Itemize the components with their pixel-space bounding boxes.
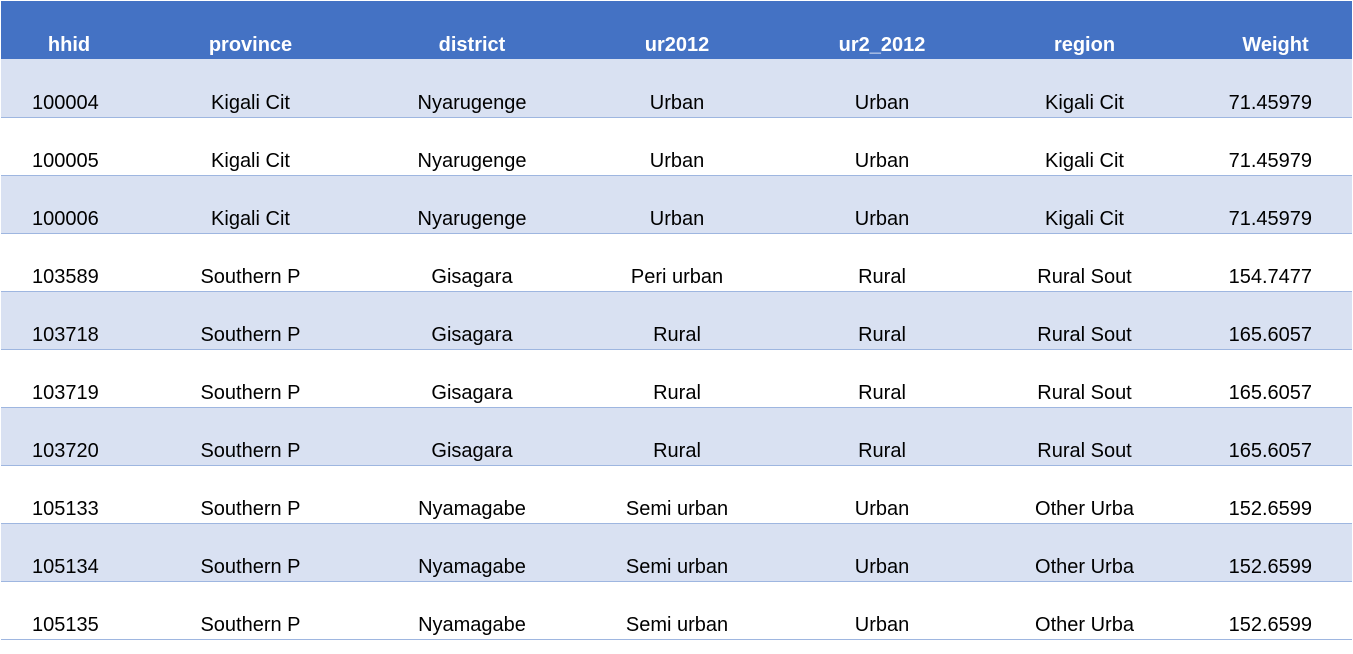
table-row[interactable]: 100004 Kigali Cit Nyarugenge Urban Urban Kiga… bbox=[1, 59, 1352, 117]
cell-region[interactable]: Rural Sout bbox=[1037, 439, 1132, 462]
cell-district[interactable]: Nyarugenge bbox=[417, 149, 527, 172]
cell-hhid[interactable]: 105135 bbox=[32, 613, 99, 636]
cell-region[interactable]: Kigali Cit bbox=[1045, 91, 1124, 114]
cell-weight[interactable]: 152.6599 bbox=[1228, 497, 1312, 520]
cell-ur2012[interactable]: Semi urban bbox=[625, 497, 729, 520]
household-data-table: hhid province district ur2012 ur2_2012 r… bbox=[1, 1, 1352, 640]
cell-ur2-2012[interactable]: Urban bbox=[854, 91, 910, 114]
cell-district[interactable]: Nyamagabe bbox=[418, 497, 526, 520]
table-row[interactable]: 103718 Southern P Gisagara Rural Rural Rural … bbox=[1, 291, 1352, 349]
table-row[interactable]: 103589 Southern P Gisagara Peri urban Rural R… bbox=[1, 233, 1352, 291]
cell-province[interactable]: Kigali Cit bbox=[211, 149, 290, 172]
cell-weight[interactable]: 152.6599 bbox=[1228, 613, 1312, 636]
cell-hhid[interactable]: 105133 bbox=[32, 497, 99, 520]
cell-ur2012[interactable]: Peri urban bbox=[630, 265, 724, 288]
cell-ur2012[interactable]: Rural bbox=[653, 381, 701, 404]
cell-province[interactable]: Southern P bbox=[200, 555, 301, 578]
cell-region[interactable]: Rural Sout bbox=[1037, 323, 1132, 346]
cell-hhid[interactable]: 105134 bbox=[32, 555, 99, 578]
column-header-district[interactable]: district bbox=[438, 34, 506, 56]
cell-ur2-2012[interactable]: Urban bbox=[854, 149, 910, 172]
cell-hhid[interactable]: 103720 bbox=[32, 439, 99, 462]
table-row[interactable]: 103720 Southern P Gisagara Rural Rural Rural … bbox=[1, 407, 1352, 465]
cell-hhid[interactable]: 103589 bbox=[32, 265, 99, 288]
cell-province[interactable]: Southern P bbox=[200, 613, 301, 636]
cell-ur2-2012[interactable]: Rural bbox=[858, 439, 906, 462]
cell-province[interactable]: Southern P bbox=[200, 323, 301, 346]
cell-weight[interactable]: 165.6057 bbox=[1228, 439, 1312, 462]
cell-ur2-2012[interactable]: Rural bbox=[858, 265, 906, 288]
cell-ur2012[interactable]: Semi urban bbox=[625, 613, 729, 636]
table-row[interactable]: 105133 Southern P Nyamagabe Semi urban Urban… bbox=[1, 465, 1352, 523]
cell-ur2012[interactable]: Rural bbox=[653, 439, 701, 462]
table-row[interactable]: 105134 Southern P Nyamagabe Semi urban Urban… bbox=[1, 523, 1352, 581]
cell-ur2012[interactable]: Rural bbox=[653, 323, 701, 346]
cell-hhid[interactable]: 100005 bbox=[32, 149, 99, 172]
cell-ur2-2012[interactable]: Urban bbox=[854, 613, 910, 636]
cell-district[interactable]: Gisagara bbox=[431, 265, 513, 288]
cell-ur2012[interactable]: Urban bbox=[649, 91, 705, 114]
table-row[interactable]: 100006 Kigali Cit Nyarugenge Urban Urban Kiga… bbox=[1, 175, 1352, 233]
cell-ur2-2012[interactable]: Rural bbox=[858, 381, 906, 404]
table-body: 100004 Kigali Cit Nyarugenge Urban Urban Kiga… bbox=[1, 59, 1352, 639]
cell-hhid[interactable]: 103718 bbox=[32, 323, 99, 346]
column-header-ur2012[interactable]: ur2012 bbox=[644, 34, 710, 56]
column-header-region[interactable]: region bbox=[1053, 34, 1116, 56]
cell-weight[interactable]: 165.6057 bbox=[1228, 323, 1312, 346]
cell-region[interactable]: Rural Sout bbox=[1037, 381, 1132, 404]
cell-region[interactable]: Other Urba bbox=[1035, 555, 1134, 578]
cell-hhid[interactable]: 100004 bbox=[32, 91, 99, 114]
cell-region[interactable]: Kigali Cit bbox=[1045, 149, 1124, 172]
column-header-hhid[interactable]: hhid bbox=[47, 34, 91, 56]
cell-hhid[interactable]: 103719 bbox=[32, 381, 99, 404]
cell-region[interactable]: Kigali Cit bbox=[1045, 207, 1124, 230]
cell-ur2-2012[interactable]: Urban bbox=[854, 497, 910, 520]
cell-region[interactable]: Other Urba bbox=[1035, 613, 1134, 636]
cell-region[interactable]: Other Urba bbox=[1035, 497, 1134, 520]
cell-weight[interactable]: 152.6599 bbox=[1228, 555, 1312, 578]
cell-district[interactable]: Nyarugenge bbox=[417, 207, 527, 230]
cell-weight[interactable]: 154.7477 bbox=[1228, 265, 1312, 288]
cell-province[interactable]: Southern P bbox=[200, 381, 301, 404]
cell-ur2012[interactable]: Urban bbox=[649, 149, 705, 172]
cell-weight[interactable]: 165.6057 bbox=[1228, 381, 1312, 404]
table-row[interactable]: 100005 Kigali Cit Nyarugenge Urban Urban Kiga… bbox=[1, 117, 1352, 175]
cell-province[interactable]: Southern P bbox=[200, 265, 301, 288]
cell-district[interactable]: Gisagara bbox=[431, 381, 513, 404]
data-table-container: hhid province district ur2012 ur2_2012 r… bbox=[1, 1, 1352, 640]
cell-province[interactable]: Kigali Cit bbox=[211, 91, 290, 114]
cell-district[interactable]: Gisagara bbox=[431, 439, 513, 462]
cell-province[interactable]: Southern P bbox=[200, 497, 301, 520]
cell-weight[interactable]: 71.45979 bbox=[1228, 149, 1312, 172]
cell-ur2012[interactable]: Urban bbox=[649, 207, 705, 230]
cell-district[interactable]: Gisagara bbox=[431, 323, 513, 346]
cell-province[interactable]: Kigali Cit bbox=[211, 207, 290, 230]
column-header-weight[interactable]: Weight bbox=[1242, 34, 1309, 56]
column-header-province[interactable]: province bbox=[208, 34, 293, 56]
cell-ur2-2012[interactable]: Urban bbox=[854, 207, 910, 230]
table-header-row: hhid province district ur2012 ur2_2012 r… bbox=[1, 1, 1352, 59]
cell-weight[interactable]: 71.45979 bbox=[1228, 207, 1312, 230]
cell-district[interactable]: Nyamagabe bbox=[418, 555, 526, 578]
cell-region[interactable]: Rural Sout bbox=[1037, 265, 1132, 288]
cell-ur2-2012[interactable]: Urban bbox=[854, 555, 910, 578]
table-row[interactable]: 103719 Southern P Gisagara Rural Rural Rural … bbox=[1, 349, 1352, 407]
cell-ur2-2012[interactable]: Rural bbox=[858, 323, 906, 346]
cell-province[interactable]: Southern P bbox=[200, 439, 301, 462]
table-row[interactable]: 105135 Southern P Nyamagabe Semi urban Urban… bbox=[1, 581, 1352, 639]
cell-ur2012[interactable]: Semi urban bbox=[625, 555, 729, 578]
cell-weight[interactable]: 71.45979 bbox=[1228, 91, 1312, 114]
cell-hhid[interactable]: 100006 bbox=[32, 207, 99, 230]
cell-district[interactable]: Nyamagabe bbox=[418, 613, 526, 636]
cell-district[interactable]: Nyarugenge bbox=[417, 91, 527, 114]
column-header-ur2-2012[interactable]: ur2_2012 bbox=[838, 34, 926, 56]
